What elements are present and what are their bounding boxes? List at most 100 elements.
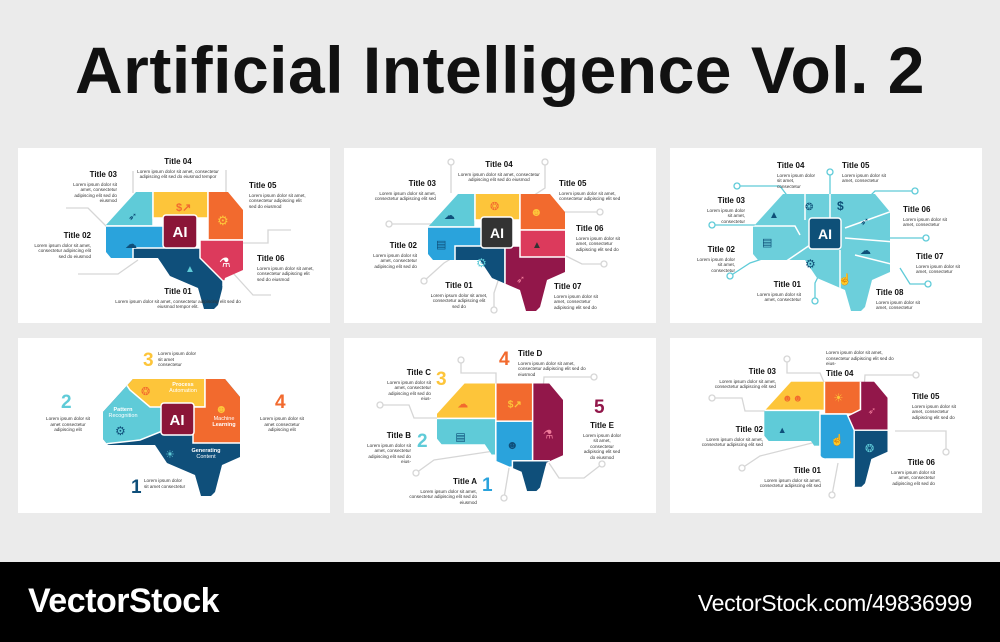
label-title-03: Title 03 Lorem ipsum dolor sit amet, cons…: [374, 179, 436, 202]
hand-pointer-icon: ☝: [838, 272, 852, 286]
flask-icon: ⚗: [543, 428, 554, 442]
footer-bar: VectorStock VectorStock.com/49836999: [0, 562, 1000, 642]
label-title-02: Title 02 Lorem ipsum dolor sit amet, cons…: [34, 231, 91, 259]
gear-icon: ⚙: [217, 213, 229, 228]
label-title-06: Title 06 Lorem ipsum dolor sit amet, cons…: [257, 254, 314, 282]
label-title-06: Title 06 Lorem ipsum dolor sit amet, cons…: [891, 458, 935, 486]
ai-chip-label: AI: [170, 412, 185, 429]
label-title-c: Title C Lorem ipsum dolor sit amet, conse…: [387, 368, 431, 402]
step-number-4: 4: [499, 349, 510, 370]
segment-machine-learning: Machine Learning: [212, 416, 236, 429]
segment-generating-content: Generating Content: [191, 448, 221, 461]
brain-segment: [764, 409, 821, 448]
label-title-01: Title 01 Lorem ipsum dolor sit amet, cons…: [759, 466, 821, 489]
cloud-icon: ☁: [125, 237, 137, 251]
graduation-cap-icon: ▲: [185, 264, 195, 275]
dollar-icon: $: [837, 199, 844, 213]
label-title-01: Title 01 Lorem ipsum dolor sit amet, cons…: [757, 280, 801, 303]
label-title-01: Title 01 Lorem ipsum dolor sit amet, cons…: [115, 287, 241, 310]
label-title-02: Title 02 Lorem ipsum dolor sit amet, cons…: [696, 245, 735, 273]
brain-icon: ❂: [141, 386, 150, 398]
cloud-upload-icon: ☁: [457, 398, 468, 410]
infographic-panel-4: AI ❂ ⚙ ☻ ☀ Process Automation Pattern Reco…: [18, 338, 330, 513]
brain-icon: ❂: [805, 202, 813, 213]
brain-segment: [474, 194, 521, 221]
label-title-07: Title 07 Lorem ipsum dolor sit amet, cons…: [916, 252, 960, 275]
label-title-08: Title 08 Lorem ipsum dolor sit amet, cons…: [876, 288, 920, 311]
rocket-icon: ➶: [516, 274, 525, 286]
book-icon: ▤: [455, 432, 465, 444]
brain-diagram: AI ➶ ☁ $↗ ⚙ ⚗ ▲: [66, 170, 291, 309]
page-title: Artificial Intelligence Vol. 2: [75, 33, 925, 107]
rocket-icon: ➶: [860, 216, 869, 228]
brain-icon: ❂: [490, 201, 499, 213]
step-number-1: 1: [131, 477, 142, 498]
label-title-e: Title E Lorem ipsum dolor sit amet, conse…: [582, 421, 622, 460]
brain-segment: [495, 420, 534, 468]
ai-chip-label: AI: [818, 226, 832, 242]
brain-segment: [511, 460, 550, 492]
infographic-panel-2: AI ☁ ▤ ❂ ☻ ▲ ⚙ ➶ Title 01 Lorem ipsum dol…: [344, 148, 656, 323]
ai-chip: [480, 216, 514, 249]
label-title-04: Title 04 Lorem ipsum dolor sit amet, cons…: [777, 161, 816, 189]
lightbulb-icon: ☀: [165, 449, 175, 461]
label-title-04: Title 04 Lorem ipsum dolor sit amet, cons…: [137, 157, 219, 180]
rocket-icon: ➶: [128, 211, 137, 223]
ai-chip-label: AI: [490, 225, 504, 241]
brain-diagram: AI ☁ ▤ ❂ ☻ ▲ ⚙ ➶: [385, 158, 608, 314]
segment-process-automation: Process Automation: [169, 382, 197, 395]
vectorstock-logo: VectorStock: [28, 582, 220, 620]
cloud-upload-icon: ☁: [444, 210, 455, 222]
label-title-03: Title 03 Lorem ipsum dolor sit amet, cons…: [73, 170, 117, 204]
ai-chip: [160, 402, 195, 436]
circuit-lines: [66, 170, 291, 296]
dollar-chart-icon: $↗: [176, 202, 191, 214]
label-title-06: Title 06 Lorem ipsum dolor sit amet, cons…: [576, 224, 620, 252]
label-title-d: Title D Lorem ipsum dolor sit amet, conse…: [518, 349, 586, 377]
step-4-desc: Lorem ipsum dolor sit amet consectetur a…: [260, 416, 304, 432]
brain-segment: [519, 229, 565, 258]
step-number-3: 3: [436, 369, 447, 390]
step-1-desc: Lorem ipsum dolor sit amet consectetur: [144, 478, 186, 489]
label-title-07: Title 07 Lorem ipsum dolor sit amet, cons…: [554, 282, 598, 310]
step-number-2: 2: [61, 392, 72, 413]
team-icon: ☻☻: [782, 393, 803, 404]
book-icon: ▤: [436, 239, 446, 251]
step-number-2: 2: [417, 431, 428, 452]
person-head-icon: ☻: [530, 205, 543, 219]
person-head-icon: ☻: [506, 438, 519, 452]
graduation-cap-icon: ▲: [769, 210, 779, 221]
flask-icon: ⚗: [219, 255, 231, 270]
cloud-upload-icon: ☁: [860, 245, 871, 257]
brain-diagram: ☁ $↗ ▤ ☻ ⚗: [376, 356, 606, 502]
label-title-05: Title 05 Lorem ipsum dolor sit amet, cons…: [912, 392, 956, 420]
step-3-desc: Lorem ipsum dolor sit amet consectetur: [158, 351, 197, 367]
rocket-icon: ➶: [868, 406, 876, 417]
brain-diagram: ☻☻ ☀ ➶ ▲ ☝ ❂: [708, 355, 950, 499]
step-number-4: 4: [275, 392, 286, 413]
segment-pattern-recognition: Pattern Recognition: [108, 407, 138, 420]
step-number-1: 1: [482, 475, 493, 496]
label-title-b: Title B Lorem ipsum dolor sit amet, conse…: [367, 431, 411, 465]
infographic-panel-5: ☁ $↗ ▤ ☻ ⚗ 1 Title A Lorem ipsum dolor si…: [344, 338, 656, 513]
brain-diagram: AI ▲ ▤ ❂ $ ➶ ☁ ⚙ ☝: [708, 168, 932, 311]
ai-chip: [808, 217, 842, 250]
label-title-06: Title 06 Lorem ipsum dolor sit amet, cons…: [903, 205, 947, 228]
label-title-04: Title 04 Lorem ipsum dolor sit amet, cons…: [826, 350, 894, 378]
image-url: VectorStock.com/49836999: [697, 590, 972, 616]
brain-segment: [192, 379, 240, 444]
infographic-panel-3: AI ▲ ▤ ❂ $ ➶ ☁ ⚙ ☝ Title 01 Lorem ipsum dolor si…: [670, 148, 982, 323]
brain-icon: ❂: [865, 443, 874, 455]
brain-diagram: AI ❂ ⚙ ☻ ☀: [103, 379, 240, 496]
gear-icon: ⚙: [476, 256, 487, 270]
gear-icon: ⚙: [805, 257, 816, 271]
person-head-icon: ☻: [215, 402, 228, 416]
label-title-05: Title 05 Lorem ipsum dolor sit amet, cons…: [559, 179, 621, 202]
label-title-a: Title A Lorem ipsum dolor sit amet, conse…: [409, 477, 477, 505]
dollar-chart-icon: $↗: [508, 399, 522, 410]
label-title-01: Title 01 Lorem ipsum dolor sit amet, cons…: [430, 281, 488, 309]
step-number-5: 5: [594, 397, 605, 418]
step-2-desc: Lorem ipsum dolor sit amet consectetur a…: [46, 416, 90, 432]
ai-chip: [162, 214, 198, 249]
graduation-cap-icon: ▲: [778, 425, 787, 435]
